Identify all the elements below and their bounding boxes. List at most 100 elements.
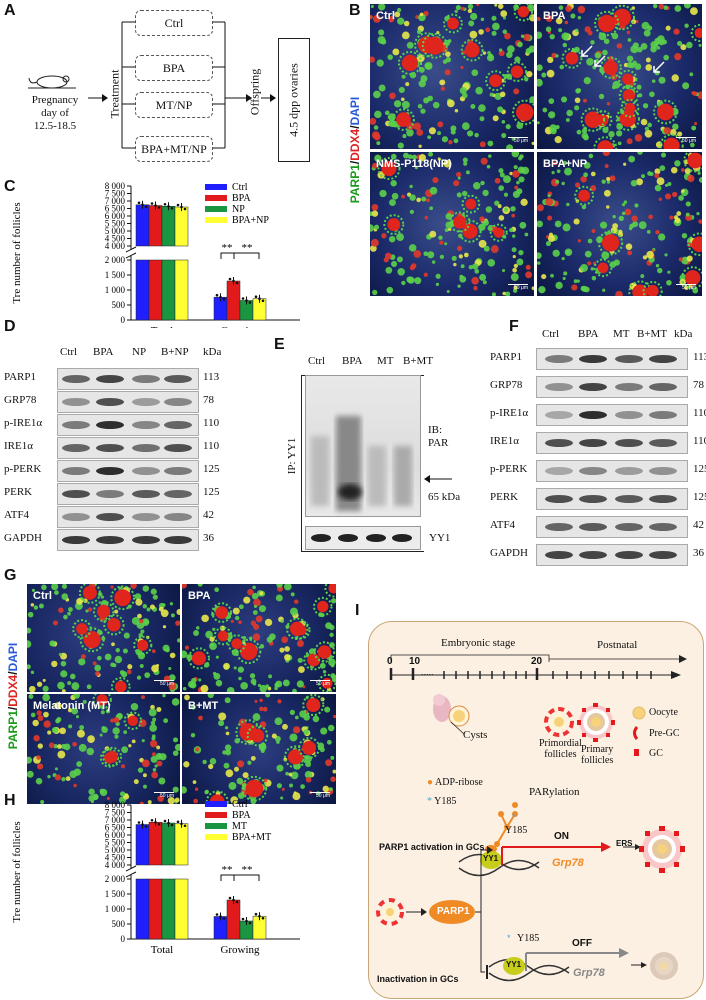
blot-band (96, 490, 124, 498)
blot-bands (545, 523, 677, 531)
scale-bar-label: 50 μm (316, 793, 330, 799)
bar (135, 824, 150, 866)
yy1-inactive: YY1 (506, 960, 522, 969)
primordial-label: Primordial follicles (539, 738, 582, 760)
blot-band (615, 467, 643, 475)
blot-band (96, 375, 124, 383)
col-label: MT (377, 355, 394, 367)
data-point (180, 205, 183, 209)
y-tick-label: 6 000 (105, 830, 126, 840)
y-tick-label: 4 500 (105, 853, 126, 863)
bar (135, 259, 150, 321)
blot-row-label: IRE1α (4, 440, 33, 452)
data-point (222, 917, 226, 920)
blot-row-label: GRP78 (490, 379, 523, 391)
off-label: OFF (572, 938, 592, 949)
data-point (157, 206, 161, 209)
blot-strip (536, 432, 688, 454)
blot-row-label: p-IRE1α (490, 407, 529, 419)
micrograph-label: Ctrl (33, 590, 52, 602)
blot-row-label: IRE1α (490, 435, 519, 447)
blot-kda: 110 (203, 417, 220, 429)
panel-letter-a: A (4, 2, 16, 19)
y-tick-label: 6 500 (105, 204, 126, 214)
blot-kda: 110 (693, 435, 706, 447)
legend-swatch (205, 217, 227, 223)
blot-band (615, 411, 643, 419)
ers-label: ERS (616, 839, 633, 848)
blot-band (649, 355, 677, 363)
data-point (241, 297, 245, 300)
yy1-active: YY1 (483, 854, 499, 863)
blot-band (62, 490, 90, 498)
scale-bar-label: 50 μm (514, 138, 528, 144)
activation-label: PARP1 activation in GCs (379, 842, 485, 852)
data-point (258, 914, 261, 918)
blot-band (62, 444, 90, 452)
blot-band (132, 513, 160, 521)
blot-row-label: p-IRE1α (4, 417, 43, 429)
data-point (157, 822, 161, 826)
result-label: 4.5 dpp ovaries (286, 63, 301, 137)
blot-band (649, 411, 677, 419)
y-tick-label: 6 500 (105, 823, 126, 833)
panel-a-connectors (88, 21, 276, 149)
blot-bands (62, 536, 192, 544)
blot-band (96, 444, 124, 452)
data-point (154, 204, 157, 207)
y-tick-label: 4 000 (105, 860, 126, 870)
treatment-label: Treatment (107, 69, 122, 119)
y-tick-label: 0 (121, 934, 126, 944)
blot-band (579, 467, 607, 475)
cells-overlay (27, 694, 180, 804)
data-point (261, 916, 265, 920)
blot-strip (536, 376, 688, 398)
scale-bar-label: 50 μm (514, 285, 528, 291)
bar (148, 259, 163, 321)
data-point (254, 912, 258, 916)
category-label: Total (151, 944, 173, 956)
legend-pregc: Pre-GC (649, 728, 680, 739)
blot-kda: 125 (693, 463, 706, 475)
blot-band (96, 398, 124, 406)
kda-header: kDa (674, 328, 693, 340)
data-point (167, 821, 170, 825)
panel-i-diagram: * * (376, 654, 687, 982)
blot-strip (57, 368, 199, 390)
parylation-label: PARylation (529, 786, 580, 798)
blot-row-label: p-PERK (490, 463, 528, 475)
data-point (137, 201, 141, 205)
blot-band (132, 536, 160, 544)
blot-band (96, 513, 124, 521)
blot-band (164, 467, 192, 475)
blot-band (615, 495, 643, 503)
data-point (235, 900, 239, 904)
blot-band (545, 551, 573, 559)
blot-strip (57, 414, 199, 436)
bar (226, 899, 241, 940)
y-tick-label: 500 (112, 919, 126, 929)
data-point (245, 299, 248, 302)
data-point (167, 204, 170, 208)
data-point (154, 820, 157, 824)
blot-bands (62, 513, 192, 521)
data-point (235, 281, 239, 285)
y-tick-label: 4 500 (105, 234, 126, 244)
scale-bar-label: 50 μm (160, 793, 174, 799)
col-label: NP (132, 346, 147, 358)
data-point (219, 915, 222, 918)
micrograph-label: BPA (188, 590, 211, 602)
blot-strip (57, 391, 199, 413)
blot-band (579, 551, 607, 559)
blot-bands (545, 411, 677, 419)
ellipsis: ..... (421, 667, 434, 677)
data-point (183, 824, 187, 828)
blot-band (649, 467, 677, 475)
col-label: Ctrl (308, 355, 326, 367)
blot-row-label: ATF4 (490, 519, 516, 531)
data-point (248, 921, 252, 925)
y-tick-label: 8 000 (105, 181, 126, 191)
tick-label: 0 (387, 656, 393, 667)
data-point (150, 202, 154, 205)
